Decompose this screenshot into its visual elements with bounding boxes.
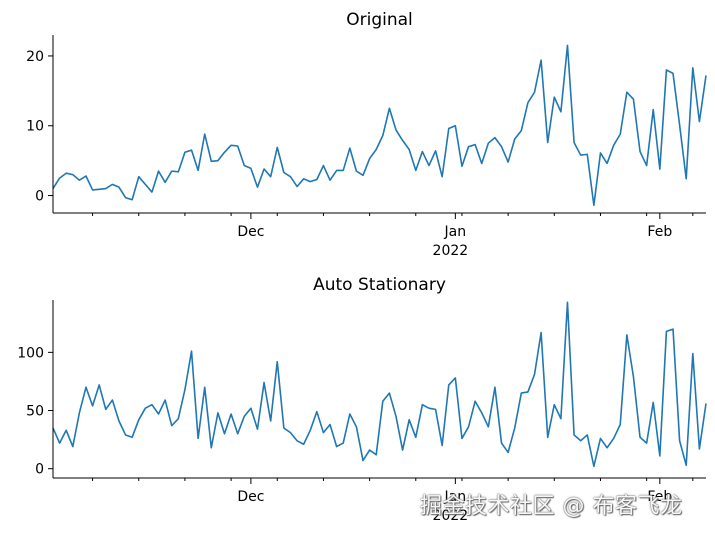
x-tick-year-label: 2022 (433, 243, 469, 259)
chart-title: Original (346, 10, 413, 30)
subplot-original: Original 0 10 20 Dec Jan 2022 Feb (26, 10, 707, 259)
x-tick-label: Jan (444, 224, 467, 240)
axes-frame (52, 300, 706, 479)
x-tick-label: Jan (444, 489, 467, 505)
chart-title: Auto Stationary (313, 275, 446, 295)
axes-frame (52, 35, 706, 214)
y-tick-label: 0 (35, 189, 44, 205)
x-tick-label: Dec (237, 224, 264, 240)
y-tick-label: 20 (26, 49, 44, 65)
y-tick-label: 50 (26, 404, 44, 420)
x-tick-label: Feb (647, 489, 672, 505)
subplot-auto-stationary: Auto Stationary 0 50 100 Dec Jan 2022 Feb (17, 275, 707, 524)
y-tick-label: 0 (35, 462, 44, 478)
ticks-group: 0 10 20 Dec Jan 2022 Feb (26, 49, 694, 259)
watermark: 掘金技术社区 @ 布客飞龙 (420, 494, 683, 519)
y-tick-label: 10 (26, 119, 44, 135)
series-line-original (52, 44, 707, 207)
ticks-group: 0 50 100 Dec Jan 2022 Feb (17, 345, 694, 524)
series-line-auto-stationary (52, 301, 707, 468)
x-tick-label: Dec (237, 489, 264, 505)
y-tick-label: 100 (17, 345, 44, 361)
x-tick-year-label: 2022 (433, 508, 469, 524)
x-tick-label: Feb (647, 224, 672, 240)
